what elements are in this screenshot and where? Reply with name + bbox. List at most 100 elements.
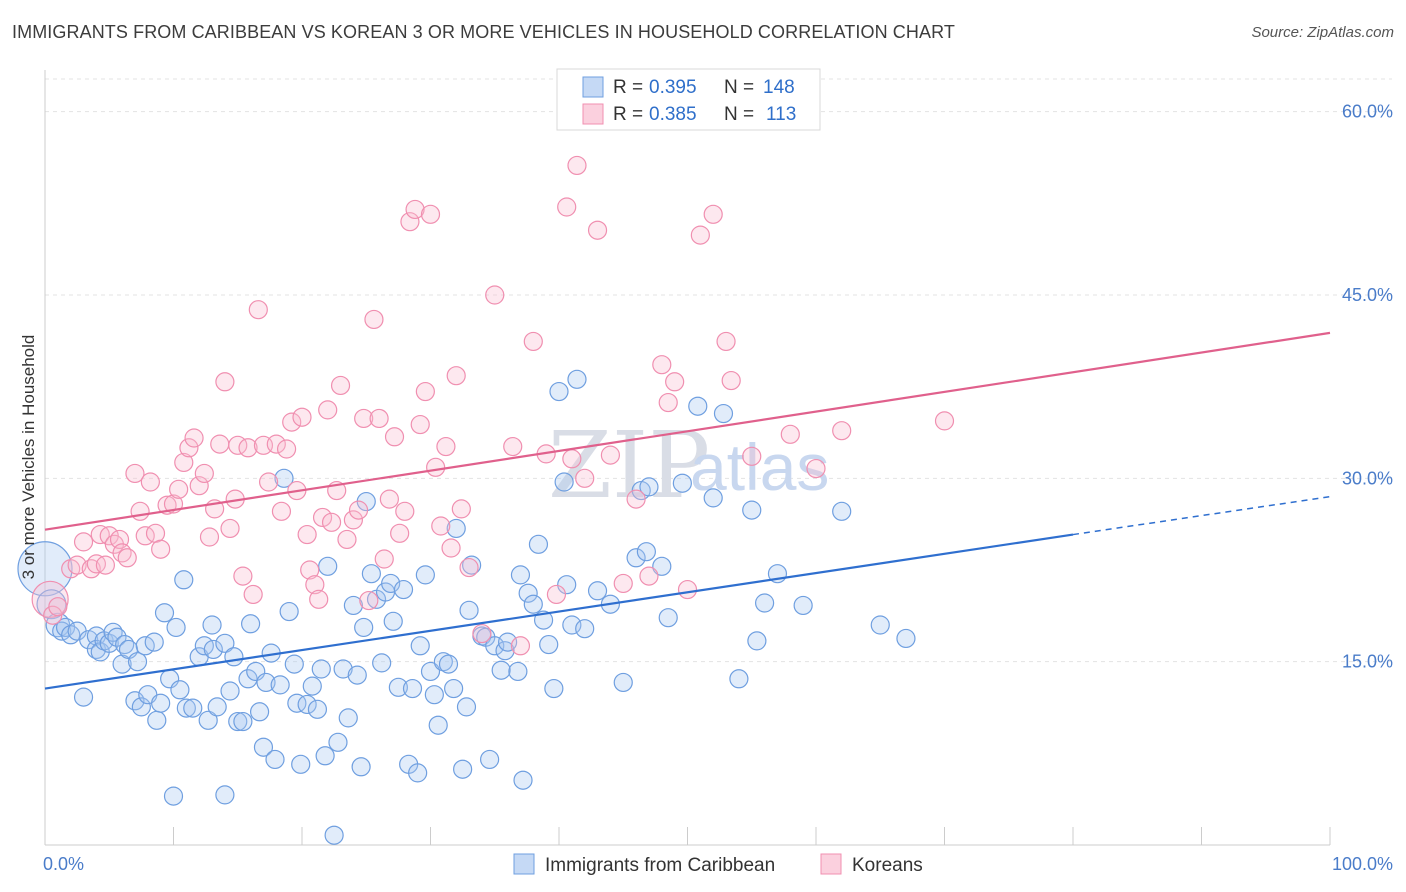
koreans-point (309, 589, 329, 609)
koreans-point (179, 438, 199, 458)
koreans-point (431, 516, 451, 536)
caribbean-point (131, 697, 151, 717)
legend-r-label-2: R = (613, 104, 643, 125)
caribbean-point (328, 732, 348, 752)
series-legend: Immigrants from Caribbean Koreans (513, 853, 923, 876)
caribbean-point (388, 677, 408, 697)
koreans-point (934, 411, 955, 431)
caribbean-point (575, 619, 595, 639)
koreans-point (575, 468, 595, 488)
koreans-point (220, 518, 240, 539)
caribbean-point (203, 639, 223, 660)
koreans-point (140, 472, 160, 492)
koreans-point (354, 408, 374, 429)
bottom-legend-swatch-blue (513, 853, 535, 875)
caribbean-point (462, 555, 482, 575)
koreans-point (233, 566, 253, 586)
koreans-point (125, 463, 145, 484)
bottom-legend-label-koreans: Koreans (852, 855, 923, 876)
koreans-point (677, 579, 698, 600)
koreans-point (652, 355, 672, 375)
caribbean-point (508, 661, 528, 682)
y-tick-label: 15.0% (1342, 652, 1393, 672)
koreans-point (658, 392, 678, 413)
koreans-point (343, 510, 363, 530)
koreans-point (395, 501, 415, 521)
caribbean-point (410, 636, 430, 656)
y-tick-label: 30.0% (1342, 468, 1393, 488)
caribbean-point (176, 698, 196, 718)
koreans-point (436, 436, 456, 457)
koreans-point (441, 538, 461, 558)
koreans-point (485, 285, 505, 305)
caribbean-point (215, 633, 235, 653)
caribbean-point (207, 697, 227, 717)
koreans-point (426, 457, 446, 477)
caribbean-point (163, 786, 184, 806)
trend-line-caribbean (44, 533, 1074, 690)
caribbean-point (372, 653, 392, 673)
koreans-point (130, 501, 150, 521)
caribbean-point (318, 556, 338, 576)
caribbean-point (127, 652, 148, 672)
caribbean-point (554, 472, 574, 492)
koreans-point (174, 452, 194, 473)
koreans-point (151, 539, 171, 559)
koreans-point (400, 212, 420, 232)
caribbean-point (249, 702, 270, 722)
koreans-point (364, 309, 384, 330)
caribbean-point (297, 694, 317, 715)
koreans-point (613, 573, 633, 594)
caribbean-point (639, 477, 659, 497)
caribbean-point (383, 611, 403, 631)
koreans-point (282, 412, 302, 432)
trend-line-caribbean-extension (1072, 495, 1331, 536)
trend-lines (44, 331, 1331, 690)
caribbean-point (549, 381, 569, 402)
caribbean-point (444, 678, 464, 699)
caribbean-point (307, 699, 328, 719)
koreans-point (742, 446, 762, 466)
koreans-point (73, 532, 94, 552)
caribbean-point (402, 678, 423, 699)
koreans-point (451, 499, 471, 519)
caribbean-point (61, 625, 81, 645)
koreans-point (472, 623, 492, 644)
caribbean-point (428, 715, 448, 735)
koreans-point (806, 458, 826, 479)
koreans-point (665, 372, 685, 392)
caribbean-point (672, 473, 692, 493)
koreans-point (271, 501, 292, 521)
caribbean-point (832, 501, 852, 521)
x-tick-label: 100.0% (1332, 854, 1393, 874)
koreans-point (546, 584, 567, 605)
caribbean-point (270, 675, 290, 695)
caribbean-point (587, 581, 608, 601)
koreans-point (626, 489, 646, 509)
caribbean-point (253, 737, 274, 757)
caribbean-point (420, 661, 441, 682)
y-axis-label: 3 or more Vehicles in Household (19, 335, 38, 580)
caribbean-point (166, 617, 186, 638)
caribbean-point (459, 600, 479, 620)
caribbean-point (433, 652, 453, 672)
legend-swatch-pink (582, 103, 604, 125)
caribbean-point (528, 534, 549, 554)
legend-r-value-1: 0.395 (649, 77, 697, 98)
koreans-point (562, 449, 582, 469)
chart-source: Source: ZipAtlas.com (1251, 24, 1394, 41)
koreans-point (459, 557, 479, 578)
caribbean-point (311, 659, 331, 679)
caribbean-point (703, 488, 723, 508)
koreans-point (359, 590, 379, 611)
caribbean-point (562, 615, 582, 635)
koreans-point (390, 523, 410, 543)
koreans-point (318, 400, 338, 420)
caribbean-point (567, 369, 587, 389)
caribbean-point (688, 396, 708, 416)
caribbean-point (241, 614, 261, 634)
caribbean-point (291, 754, 311, 774)
caribbean-point (215, 785, 235, 805)
legend-swatch-blue (582, 76, 604, 98)
caribbean-point (99, 633, 119, 653)
